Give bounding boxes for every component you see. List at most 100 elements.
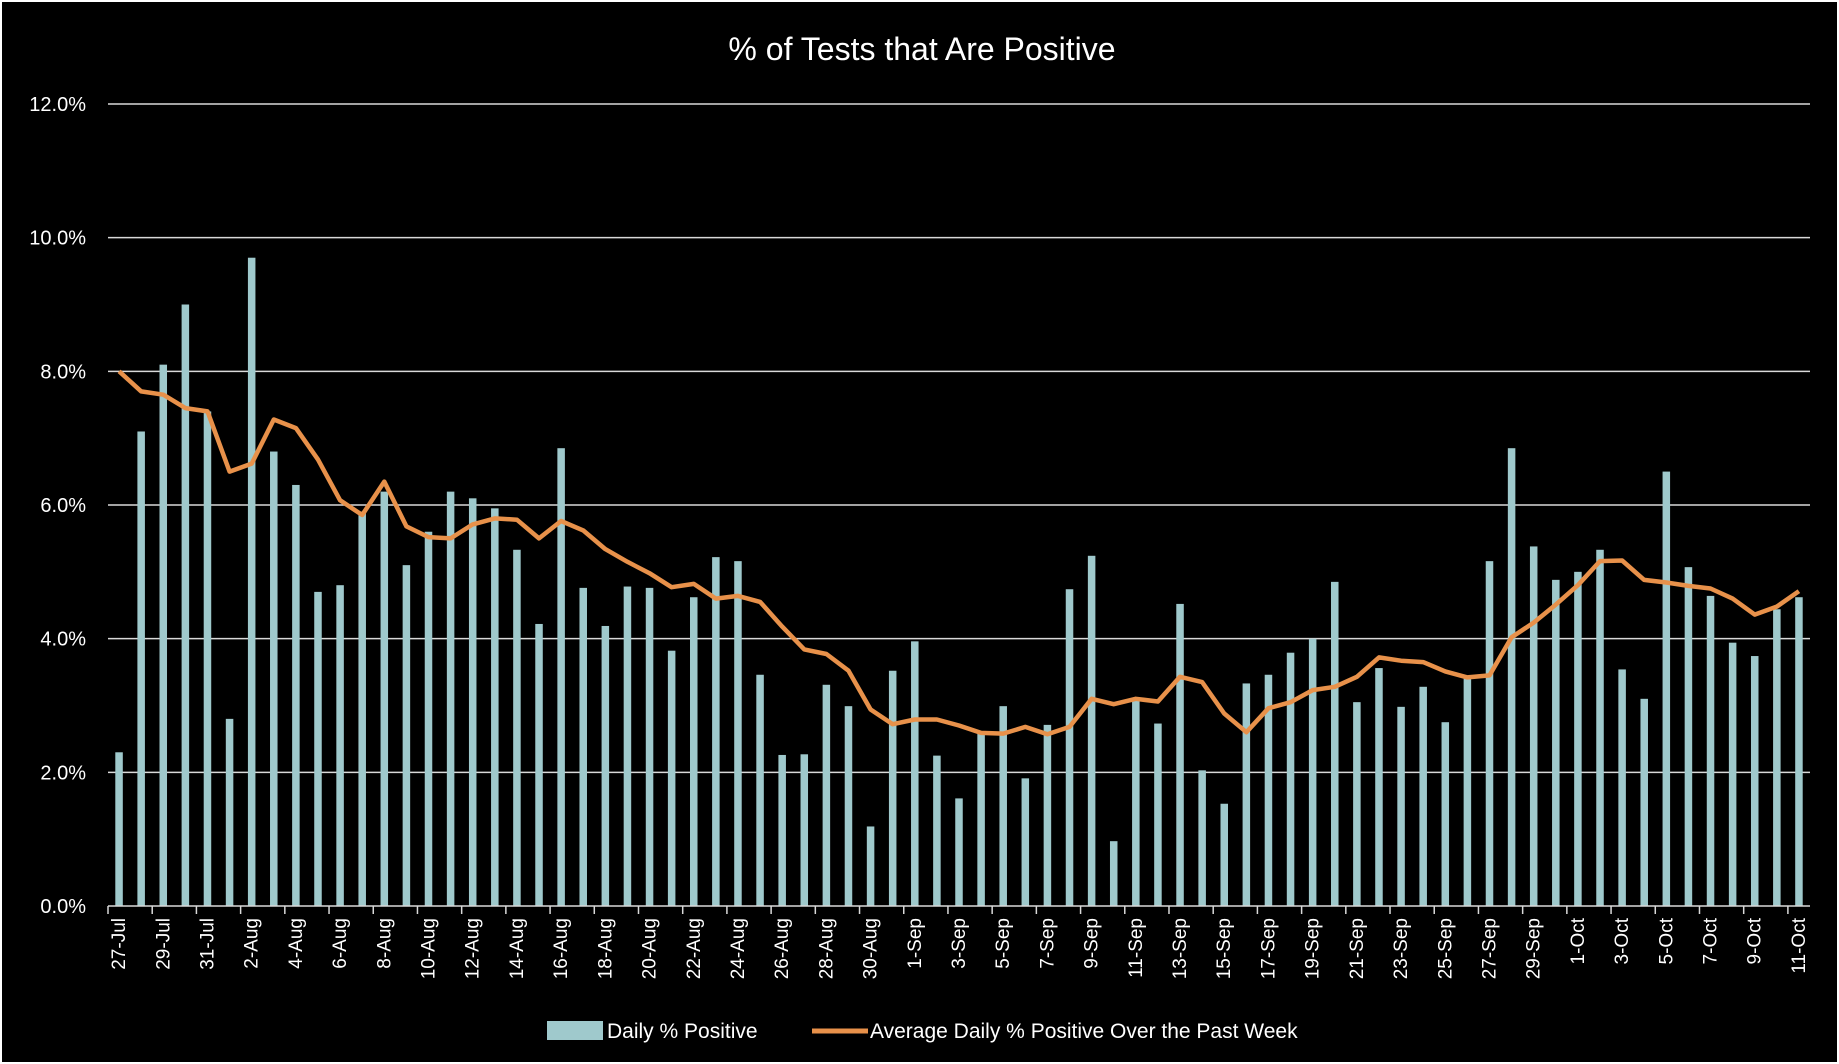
bar: [712, 557, 720, 906]
y-tick-label: 8.0%: [40, 361, 86, 383]
bar: [778, 754, 786, 906]
x-tick-label: 21-Sep: [1347, 918, 1368, 979]
gridlines: [108, 103, 1810, 774]
bar: [1397, 706, 1405, 906]
bar: [601, 625, 610, 906]
bar: [1308, 638, 1317, 906]
x-tick-label: 30-Aug: [861, 918, 882, 979]
bar: [1419, 686, 1427, 906]
bar: [1087, 555, 1096, 906]
bar: [513, 549, 521, 906]
bar: [380, 491, 389, 906]
y-tick-label: 4.0%: [40, 629, 86, 651]
x-tick-label: 5-Sep: [993, 918, 1014, 969]
x-axis-tick-labels: 27-Jul 29-Jul 31-Jul 2-Aug 4-Aug 6-Aug 8-Aug 10…: [109, 917, 1810, 979]
bar: [1552, 579, 1560, 906]
bar: [1331, 581, 1339, 906]
x-tick-label: 29-Sep: [1524, 918, 1545, 979]
x-tick-label: 8-Aug: [374, 918, 395, 969]
y-axis-ticks: 0.0% 2.0% 4.0% 6.0% 8.0% 10.0% 12.0%: [29, 94, 86, 918]
x-tick-label: 14-Aug: [507, 918, 528, 979]
bar: [1220, 803, 1229, 906]
x-tick-label: 10-Aug: [419, 918, 440, 979]
chart-title: % of Tests that Are Positive: [728, 31, 1115, 67]
bar: [402, 565, 411, 906]
bar: [115, 752, 123, 906]
x-tick-label: 9-Sep: [1082, 918, 1103, 969]
x-tick-label: 3-Sep: [949, 918, 970, 969]
bar: [446, 491, 455, 906]
bar: [1264, 674, 1273, 906]
x-tick-label: 9-Oct: [1745, 917, 1766, 964]
bar: [1773, 609, 1781, 906]
bar: [181, 304, 190, 906]
bar: [270, 451, 278, 906]
bar: [1574, 571, 1582, 906]
x-tick-label: 23-Sep: [1391, 918, 1412, 979]
bar: [888, 670, 897, 906]
bar: [1728, 642, 1737, 906]
bar: [623, 586, 632, 906]
x-tick-label: 25-Sep: [1435, 918, 1456, 979]
x-tick-label: 13-Sep: [1170, 918, 1191, 979]
bar: [822, 684, 831, 906]
bar: [800, 754, 809, 906]
bar: [645, 587, 654, 906]
y-tick-label: 12.0%: [29, 94, 86, 116]
bar: [911, 641, 919, 906]
x-tick-label: 20-Aug: [640, 918, 661, 979]
bar: [1375, 668, 1383, 906]
x-tick-label: 19-Sep: [1303, 918, 1324, 979]
bar: [1662, 471, 1671, 906]
bar: [159, 364, 168, 906]
bar: [1109, 841, 1118, 906]
x-tick-label: 7-Sep: [1037, 918, 1058, 969]
bar: [137, 431, 145, 906]
average-line: [117, 369, 1801, 737]
x-tick-label: 26-Aug: [772, 918, 793, 979]
y-tick-label: 6.0%: [40, 495, 86, 517]
x-tick-label: 2-Aug: [242, 918, 263, 969]
bar: [1750, 656, 1759, 906]
legend: Daily % Positive Average Daily % Positiv…: [547, 1020, 1298, 1043]
bar: [535, 623, 543, 906]
x-tick-label: 1-Oct: [1568, 917, 1589, 964]
bar: [1154, 723, 1162, 906]
bar: [579, 587, 587, 906]
bar: [557, 448, 565, 906]
x-tick-label: 28-Aug: [816, 918, 837, 979]
bar: [225, 718, 234, 906]
bar: [1706, 595, 1715, 906]
x-tick-label: 17-Sep: [1258, 918, 1279, 979]
bar: [1485, 561, 1494, 906]
bar: [734, 561, 742, 906]
x-axis: [107, 905, 1810, 914]
x-tick-label: 15-Sep: [1214, 918, 1235, 979]
bar: [955, 798, 963, 906]
bar-series: [115, 257, 1803, 906]
x-tick-label: 11-Oct: [1789, 917, 1810, 973]
bar: [1353, 702, 1361, 906]
bar: [1198, 770, 1206, 906]
bar: [1795, 597, 1803, 906]
legend-label-line: Average Daily % Positive Over the Past W…: [870, 1020, 1298, 1043]
y-tick-label: 2.0%: [40, 762, 86, 784]
bar: [1684, 567, 1693, 906]
bar: [1507, 448, 1516, 906]
x-tick-label: 27-Sep: [1479, 918, 1500, 979]
x-tick-label: 22-Aug: [684, 918, 705, 979]
x-tick-label: 12-Aug: [463, 918, 484, 979]
bar: [933, 755, 941, 906]
bar: [468, 498, 477, 906]
bar: [424, 531, 433, 906]
bar: [1176, 603, 1184, 906]
bar: [1529, 546, 1538, 906]
bar: [756, 674, 764, 906]
x-tick-label: 16-Aug: [551, 918, 572, 979]
bar: [314, 591, 322, 906]
bar: [203, 411, 212, 906]
bar: [491, 508, 499, 906]
bar: [844, 706, 853, 906]
x-tick-label: 6-Aug: [330, 918, 351, 969]
